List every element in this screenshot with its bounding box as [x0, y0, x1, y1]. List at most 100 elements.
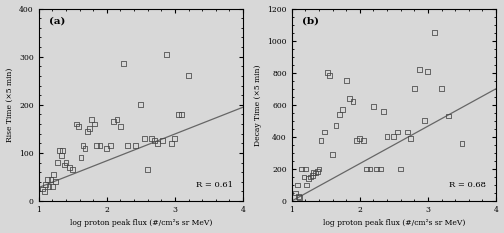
Point	[458, 141, 466, 145]
Point	[93, 144, 101, 147]
Point	[359, 138, 367, 142]
Point	[171, 137, 179, 140]
Point	[445, 114, 453, 118]
Point	[325, 74, 333, 78]
Point	[113, 117, 121, 121]
Point	[335, 113, 343, 116]
Point	[376, 167, 384, 171]
Point	[390, 135, 398, 139]
Point	[154, 141, 162, 145]
Point	[45, 185, 53, 188]
Point	[81, 146, 89, 150]
Point	[410, 87, 418, 91]
Point	[106, 144, 114, 147]
Point	[69, 168, 77, 172]
X-axis label: log proton peak flux (#/cm²s sr MeV): log proton peak flux (#/cm²s sr MeV)	[323, 219, 465, 227]
Point	[103, 146, 111, 150]
Point	[431, 31, 439, 34]
Point	[55, 149, 63, 152]
Point	[184, 74, 193, 78]
Point	[393, 130, 401, 134]
Point	[140, 137, 148, 140]
Point	[321, 130, 329, 134]
Point	[315, 167, 323, 171]
Point	[123, 144, 131, 147]
Point	[300, 175, 308, 179]
Point	[147, 137, 155, 140]
Point	[159, 139, 167, 143]
Point	[38, 187, 46, 191]
Point	[66, 165, 74, 169]
Point	[174, 113, 182, 116]
Point	[167, 141, 175, 145]
Point	[332, 124, 340, 127]
Point	[416, 68, 424, 71]
Point	[77, 156, 85, 160]
Point	[72, 122, 80, 126]
Point	[178, 113, 186, 116]
Point	[309, 170, 318, 174]
Point	[116, 125, 124, 128]
Point	[403, 130, 411, 134]
Point	[339, 108, 347, 111]
Point	[420, 119, 428, 123]
Y-axis label: Rise Time (×5 min): Rise Time (×5 min)	[6, 68, 14, 142]
Point	[308, 174, 316, 177]
Point	[342, 79, 350, 82]
Point	[291, 191, 299, 195]
Point	[380, 109, 388, 113]
Y-axis label: Decay Time (×5 min): Decay Time (×5 min)	[254, 64, 262, 146]
Point	[301, 167, 309, 171]
Point	[40, 189, 48, 193]
Point	[137, 103, 145, 107]
Point	[317, 138, 325, 142]
Point	[437, 87, 446, 91]
Point	[362, 167, 370, 171]
Point	[50, 173, 58, 176]
Point	[163, 52, 171, 56]
Point	[60, 163, 69, 167]
Point	[407, 137, 415, 140]
Point	[144, 168, 152, 172]
Point	[47, 178, 55, 181]
Point	[305, 177, 313, 180]
Point	[366, 167, 374, 171]
Point	[54, 161, 62, 164]
Point	[48, 185, 56, 188]
Point	[96, 144, 104, 147]
Point	[298, 167, 306, 171]
Point	[383, 135, 391, 139]
Point	[132, 144, 140, 147]
Point	[397, 167, 405, 171]
Point	[86, 127, 94, 131]
Text: (a): (a)	[49, 16, 66, 25]
Point	[352, 138, 360, 142]
Point	[91, 122, 99, 126]
Point	[74, 125, 82, 128]
Point	[323, 71, 331, 75]
Point	[43, 178, 51, 181]
Point	[329, 153, 337, 156]
Text: (b): (b)	[302, 16, 319, 25]
X-axis label: log proton peak flux (#/cm²s sr MeV): log proton peak flux (#/cm²s sr MeV)	[70, 219, 212, 227]
Point	[313, 169, 322, 173]
Point	[293, 183, 301, 187]
Point	[120, 62, 128, 66]
Point	[311, 171, 320, 175]
Point	[109, 120, 117, 123]
Point	[84, 129, 92, 133]
Text: R = 0.68: R = 0.68	[449, 182, 486, 189]
Point	[307, 175, 315, 179]
Point	[303, 183, 311, 187]
Point	[151, 139, 159, 143]
Point	[52, 180, 60, 184]
Point	[369, 105, 377, 108]
Point	[346, 96, 354, 100]
Point	[58, 149, 67, 152]
Point	[373, 167, 381, 171]
Point	[41, 182, 49, 186]
Point	[356, 137, 364, 140]
Point	[349, 100, 357, 103]
Point	[62, 161, 70, 164]
Point	[294, 194, 302, 198]
